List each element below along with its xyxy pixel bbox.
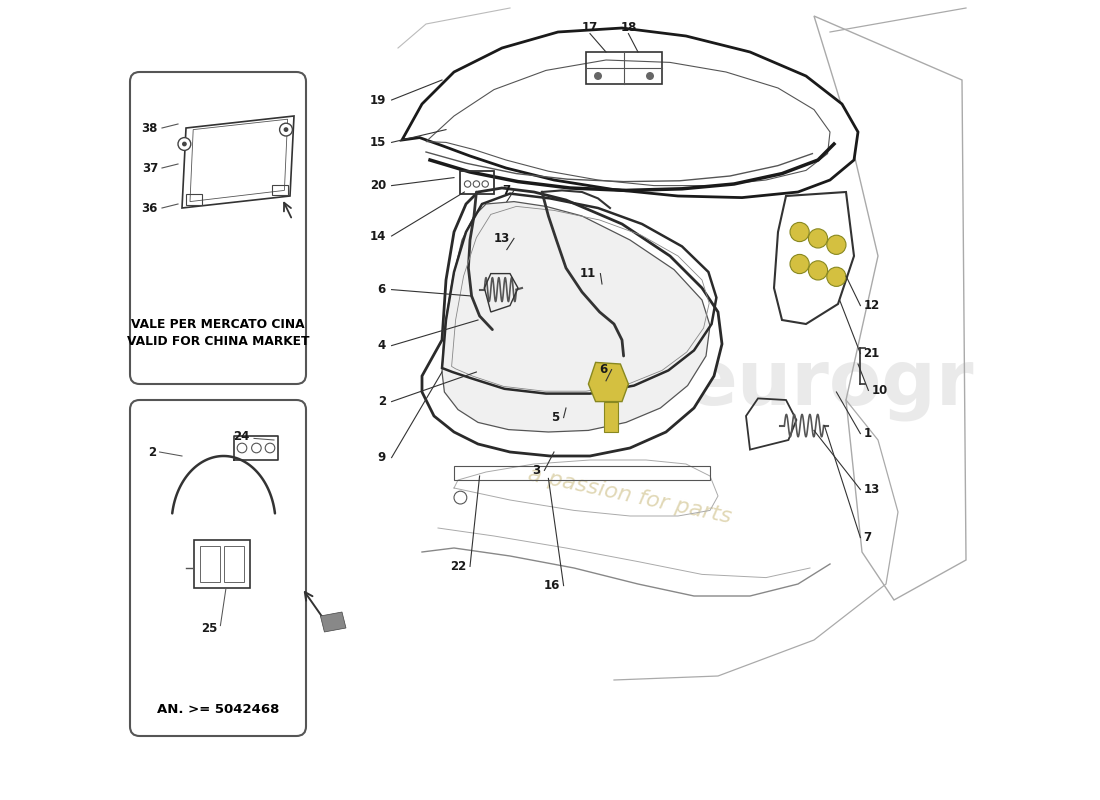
Circle shape [808, 261, 827, 280]
Polygon shape [402, 28, 858, 198]
Circle shape [646, 72, 654, 80]
Text: 16: 16 [543, 579, 560, 592]
Polygon shape [588, 362, 628, 402]
Text: 13: 13 [494, 232, 510, 245]
Bar [454, 466, 710, 480]
Text: 14: 14 [370, 230, 386, 242]
Text: 1: 1 [864, 427, 871, 440]
Text: 22: 22 [450, 560, 466, 573]
Circle shape [827, 235, 846, 254]
Text: 11: 11 [580, 267, 596, 280]
FancyBboxPatch shape [130, 400, 306, 736]
Text: 7: 7 [864, 531, 871, 544]
Text: VALE PER MERCATO CINA
VALID FOR CHINA MARKET: VALE PER MERCATO CINA VALID FOR CHINA MA… [126, 318, 309, 348]
Circle shape [790, 222, 810, 242]
Text: 13: 13 [864, 483, 880, 496]
Bar [200, 546, 220, 582]
Text: AN. >= 5042468: AN. >= 5042468 [157, 703, 279, 716]
Circle shape [178, 138, 190, 150]
Text: 2: 2 [378, 395, 386, 408]
Text: a passion for parts: a passion for parts [526, 465, 734, 527]
Text: 37: 37 [142, 162, 158, 174]
Text: 20: 20 [370, 179, 386, 192]
Circle shape [284, 127, 288, 132]
Bar [273, 185, 288, 195]
Circle shape [808, 229, 827, 248]
Polygon shape [422, 188, 722, 456]
Bar [194, 540, 250, 588]
Text: 17: 17 [582, 21, 598, 34]
Text: 24: 24 [233, 430, 250, 442]
Bar [461, 171, 494, 194]
Text: 5: 5 [551, 411, 560, 424]
Text: 6: 6 [377, 283, 386, 296]
Text: 7: 7 [502, 184, 510, 197]
Text: 10: 10 [871, 384, 888, 397]
Text: 36: 36 [142, 202, 158, 214]
FancyBboxPatch shape [130, 72, 306, 384]
Bar [586, 52, 662, 84]
Bar [186, 194, 202, 205]
Bar [224, 546, 243, 582]
Circle shape [182, 142, 187, 146]
Text: 12: 12 [864, 299, 880, 312]
Text: 38: 38 [142, 122, 158, 134]
Text: 3: 3 [532, 464, 540, 477]
Text: 2: 2 [148, 446, 156, 458]
Text: 85: 85 [574, 323, 681, 397]
Text: 15: 15 [370, 136, 386, 149]
Text: eurogr: eurogr [686, 347, 975, 421]
Text: 4: 4 [377, 339, 386, 352]
Polygon shape [320, 612, 346, 632]
Text: 19: 19 [370, 94, 386, 106]
Polygon shape [442, 202, 710, 432]
Polygon shape [604, 402, 618, 432]
Circle shape [279, 123, 293, 136]
Text: 9: 9 [377, 451, 386, 464]
Circle shape [827, 267, 846, 286]
Text: 25: 25 [201, 622, 218, 634]
Text: 21: 21 [864, 347, 880, 360]
Circle shape [594, 72, 602, 80]
Polygon shape [774, 192, 854, 324]
Text: 18: 18 [620, 21, 637, 34]
Circle shape [790, 254, 810, 274]
Text: 6: 6 [600, 363, 607, 376]
